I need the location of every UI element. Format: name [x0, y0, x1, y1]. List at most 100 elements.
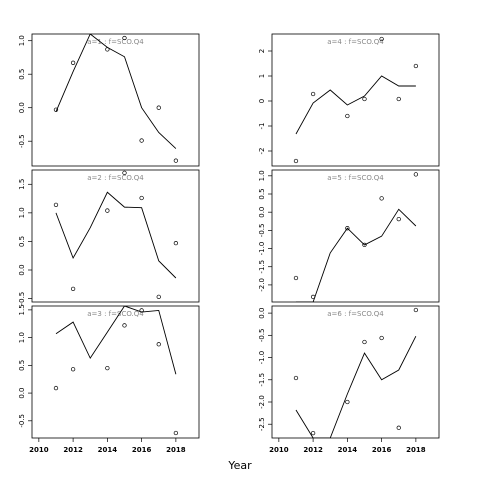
y-tick-label: 1.0	[18, 35, 26, 46]
x-tick-label: 2012	[63, 446, 83, 454]
x-tick-label: 2012	[303, 446, 323, 454]
observation-point	[156, 294, 161, 300]
y-tick-label: 0.0	[18, 102, 26, 113]
y-tick-label: -2.0	[258, 395, 266, 409]
x-tick-label: 2014	[338, 446, 358, 454]
observation-point	[362, 96, 367, 102]
x-tick-label: 2010	[29, 446, 49, 454]
observation-point	[345, 113, 350, 119]
y-tick-label: 0.5	[258, 188, 266, 199]
fit-line	[55, 191, 177, 279]
y-tick-label: 1.0	[258, 170, 266, 181]
observation-point	[53, 385, 59, 391]
y-tick-label: 1.0	[18, 207, 26, 218]
y-tick-label: -1.0	[258, 351, 266, 365]
fit-line	[55, 34, 177, 149]
observation-point	[413, 172, 419, 177]
observation-point	[362, 339, 367, 345]
y-tick-label: 0.0	[18, 264, 26, 275]
fit-line	[295, 336, 417, 438]
observation-point	[122, 35, 127, 41]
observation-point	[293, 275, 299, 281]
observation-point	[105, 365, 110, 371]
observation-point	[345, 399, 350, 405]
panel-title: a=4 : f=SCO.Q4	[327, 38, 384, 46]
fit-line	[295, 75, 416, 135]
observation-point	[293, 158, 299, 164]
panel-frame	[271, 33, 440, 167]
observation-point	[362, 242, 367, 248]
observation-point	[173, 240, 179, 246]
y-tick-label: 0.0	[258, 308, 266, 319]
y-tick-label: 1.5	[18, 179, 26, 190]
observation-point	[379, 36, 384, 42]
x-tick-label: 2010	[269, 446, 289, 454]
x-tick-label: 2018	[166, 446, 186, 454]
observation-point	[70, 367, 76, 372]
panel-frame	[271, 305, 440, 439]
panel-frame	[31, 305, 200, 439]
y-tick-label: 0.5	[18, 360, 26, 371]
observation-point	[105, 208, 110, 213]
fit-line	[55, 306, 177, 375]
panel-title: a=6 : f=SCO.Q4	[327, 310, 384, 318]
x-tick-label: 2016	[132, 446, 152, 454]
y-tick-label: -0.5	[258, 224, 266, 238]
observation-point	[379, 335, 384, 341]
y-tick-label: -1.5	[258, 373, 266, 387]
y-tick-label: -0.5	[18, 134, 26, 148]
panel-title: a=1 : f=SCO.Q4	[87, 38, 144, 46]
panel-title: a=2 : f=SCO.Q4	[87, 174, 144, 182]
observation-point	[310, 294, 316, 300]
x-tick-label: 2014	[98, 446, 118, 454]
y-tick-label: -2.5	[258, 417, 266, 431]
observation-point	[70, 286, 76, 292]
observation-point	[396, 96, 401, 102]
observation-point	[105, 47, 110, 52]
y-tick-label: 1.5	[18, 304, 26, 315]
observation-point	[156, 105, 161, 110]
y-tick-label: 0.5	[18, 236, 26, 247]
observation-point	[53, 107, 59, 112]
panel-frame	[31, 33, 200, 167]
panel-frame	[31, 169, 200, 303]
observation-point	[53, 202, 59, 208]
observation-point	[293, 375, 299, 381]
observation-point	[310, 430, 316, 436]
observation-point	[139, 138, 144, 143]
panel-frame	[271, 169, 440, 303]
panel-title: a=5 : f=SCO.Q4	[327, 174, 384, 182]
observation-point	[345, 226, 350, 231]
observation-point	[139, 308, 144, 313]
y-tick-label: 2	[258, 49, 266, 53]
y-tick-label: -0.5	[18, 414, 26, 428]
y-tick-label: -1.5	[258, 260, 266, 274]
observation-point	[379, 196, 384, 201]
y-tick-label: -0.5	[258, 328, 266, 342]
x-tick-label: 2018	[406, 446, 426, 454]
y-tick-label: 0	[258, 99, 266, 103]
observation-point	[396, 216, 401, 222]
x-axis-label: Year	[227, 459, 252, 472]
observation-point	[156, 342, 161, 347]
y-tick-label: -1	[258, 123, 266, 130]
y-tick-label: -2.0	[258, 278, 266, 292]
fit-line	[295, 208, 417, 302]
observation-point	[173, 430, 179, 436]
observation-point	[310, 91, 316, 97]
observation-point	[396, 425, 401, 430]
y-tick-label: 1	[258, 74, 266, 78]
observation-point	[139, 195, 144, 201]
y-tick-label: 1.0	[18, 332, 26, 343]
observation-point	[413, 63, 419, 69]
y-tick-label: 0.0	[258, 207, 266, 218]
y-tick-label: 0.0	[18, 388, 26, 399]
observation-point	[70, 60, 76, 65]
y-tick-label: 0.5	[18, 69, 26, 80]
observation-point	[413, 307, 419, 313]
y-tick-label: -0.5	[18, 292, 26, 306]
y-tick-label: -2	[258, 148, 266, 155]
observation-point	[173, 158, 179, 163]
